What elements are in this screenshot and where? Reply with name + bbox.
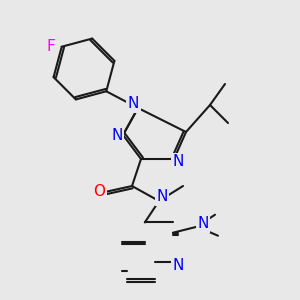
Text: F: F [47,39,56,54]
Text: N: N [197,216,209,231]
Text: N: N [172,258,184,273]
Text: N: N [128,96,139,111]
Text: O: O [93,184,105,200]
Text: N: N [156,189,168,204]
Text: N: N [111,128,123,142]
Text: N: N [173,154,184,169]
